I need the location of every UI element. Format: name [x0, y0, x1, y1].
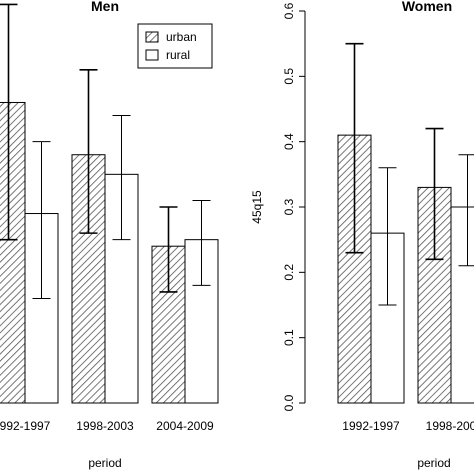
- women-x-tick-label-2: 1998-200: [426, 419, 474, 433]
- men-errorbar-urban-1: [0, 3, 18, 241]
- women-y-tick-label-3: 0.3: [282, 198, 296, 215]
- men-title: Men: [91, 0, 119, 14]
- men-errorbar-urban-3: [159, 206, 178, 293]
- women-x-tick-label-1: 1992-1997: [342, 419, 400, 433]
- men-x-tick-label-1: 992-1997: [0, 419, 51, 433]
- men-errorbar-rural-1: [32, 141, 51, 299]
- men-x-tick-label-2: 1998-2003: [76, 419, 134, 433]
- women-y-tick-label-2: 0.2: [282, 264, 296, 281]
- women-title: Women: [402, 0, 452, 14]
- women-errorbar-rural-1: [378, 167, 397, 306]
- women-y-tick-label-1: 0.1: [282, 329, 296, 346]
- women-panel: Women 0.0 0.1 0.2 0.3 0.4 0.5 0.6 45q15 1992-1…: [250, 0, 474, 470]
- men-x-tick-labels: 992-1997 1998-2003 2004-2009: [0, 419, 214, 433]
- women-errorbar-urban-2: [425, 127, 444, 261]
- men-x-axis-label: period: [88, 456, 121, 470]
- legend-swatch-rural: [145, 49, 159, 61]
- legend-box: [137, 23, 213, 69]
- legend-label-urban: urban: [166, 30, 197, 44]
- women-x-tick-labels: 1992-1997 1998-200: [342, 419, 474, 433]
- women-y-ticks: 0.0 0.1 0.2 0.3 0.4 0.5 0.6: [282, 2, 305, 411]
- men-errorbar-rural-3: [192, 199, 211, 286]
- men-errorbar-urban-2: [79, 69, 98, 234]
- men-bar-urban-1: [0, 101, 26, 404]
- women-bar-rural-2: [450, 206, 474, 404]
- men-bars: [0, 3, 219, 404]
- men-errorbar-rural-2: [112, 115, 131, 241]
- women-x-axis-label: period: [417, 456, 450, 470]
- women-y-tick-label-0: 0.0: [282, 394, 296, 411]
- legend-swatch-urban: [145, 31, 159, 43]
- women-y-axis-label: 45q15: [250, 190, 264, 224]
- men-x-tick-label-3: 2004-2009: [156, 419, 214, 433]
- men-legend: urban rural: [137, 23, 213, 69]
- women-y-tick-label-4: 0.4: [282, 133, 296, 150]
- women-y-tick-label-5: 0.5: [282, 68, 296, 85]
- men-panel: Men 992-1997 1998-2003 2004-2009 period ur…: [0, 0, 219, 470]
- women-errorbar-urban-1: [345, 42, 364, 254]
- legend-label-rural: rural: [166, 48, 190, 62]
- women-bars: [337, 42, 474, 404]
- women-y-tick-label-6: 0.6: [282, 2, 296, 19]
